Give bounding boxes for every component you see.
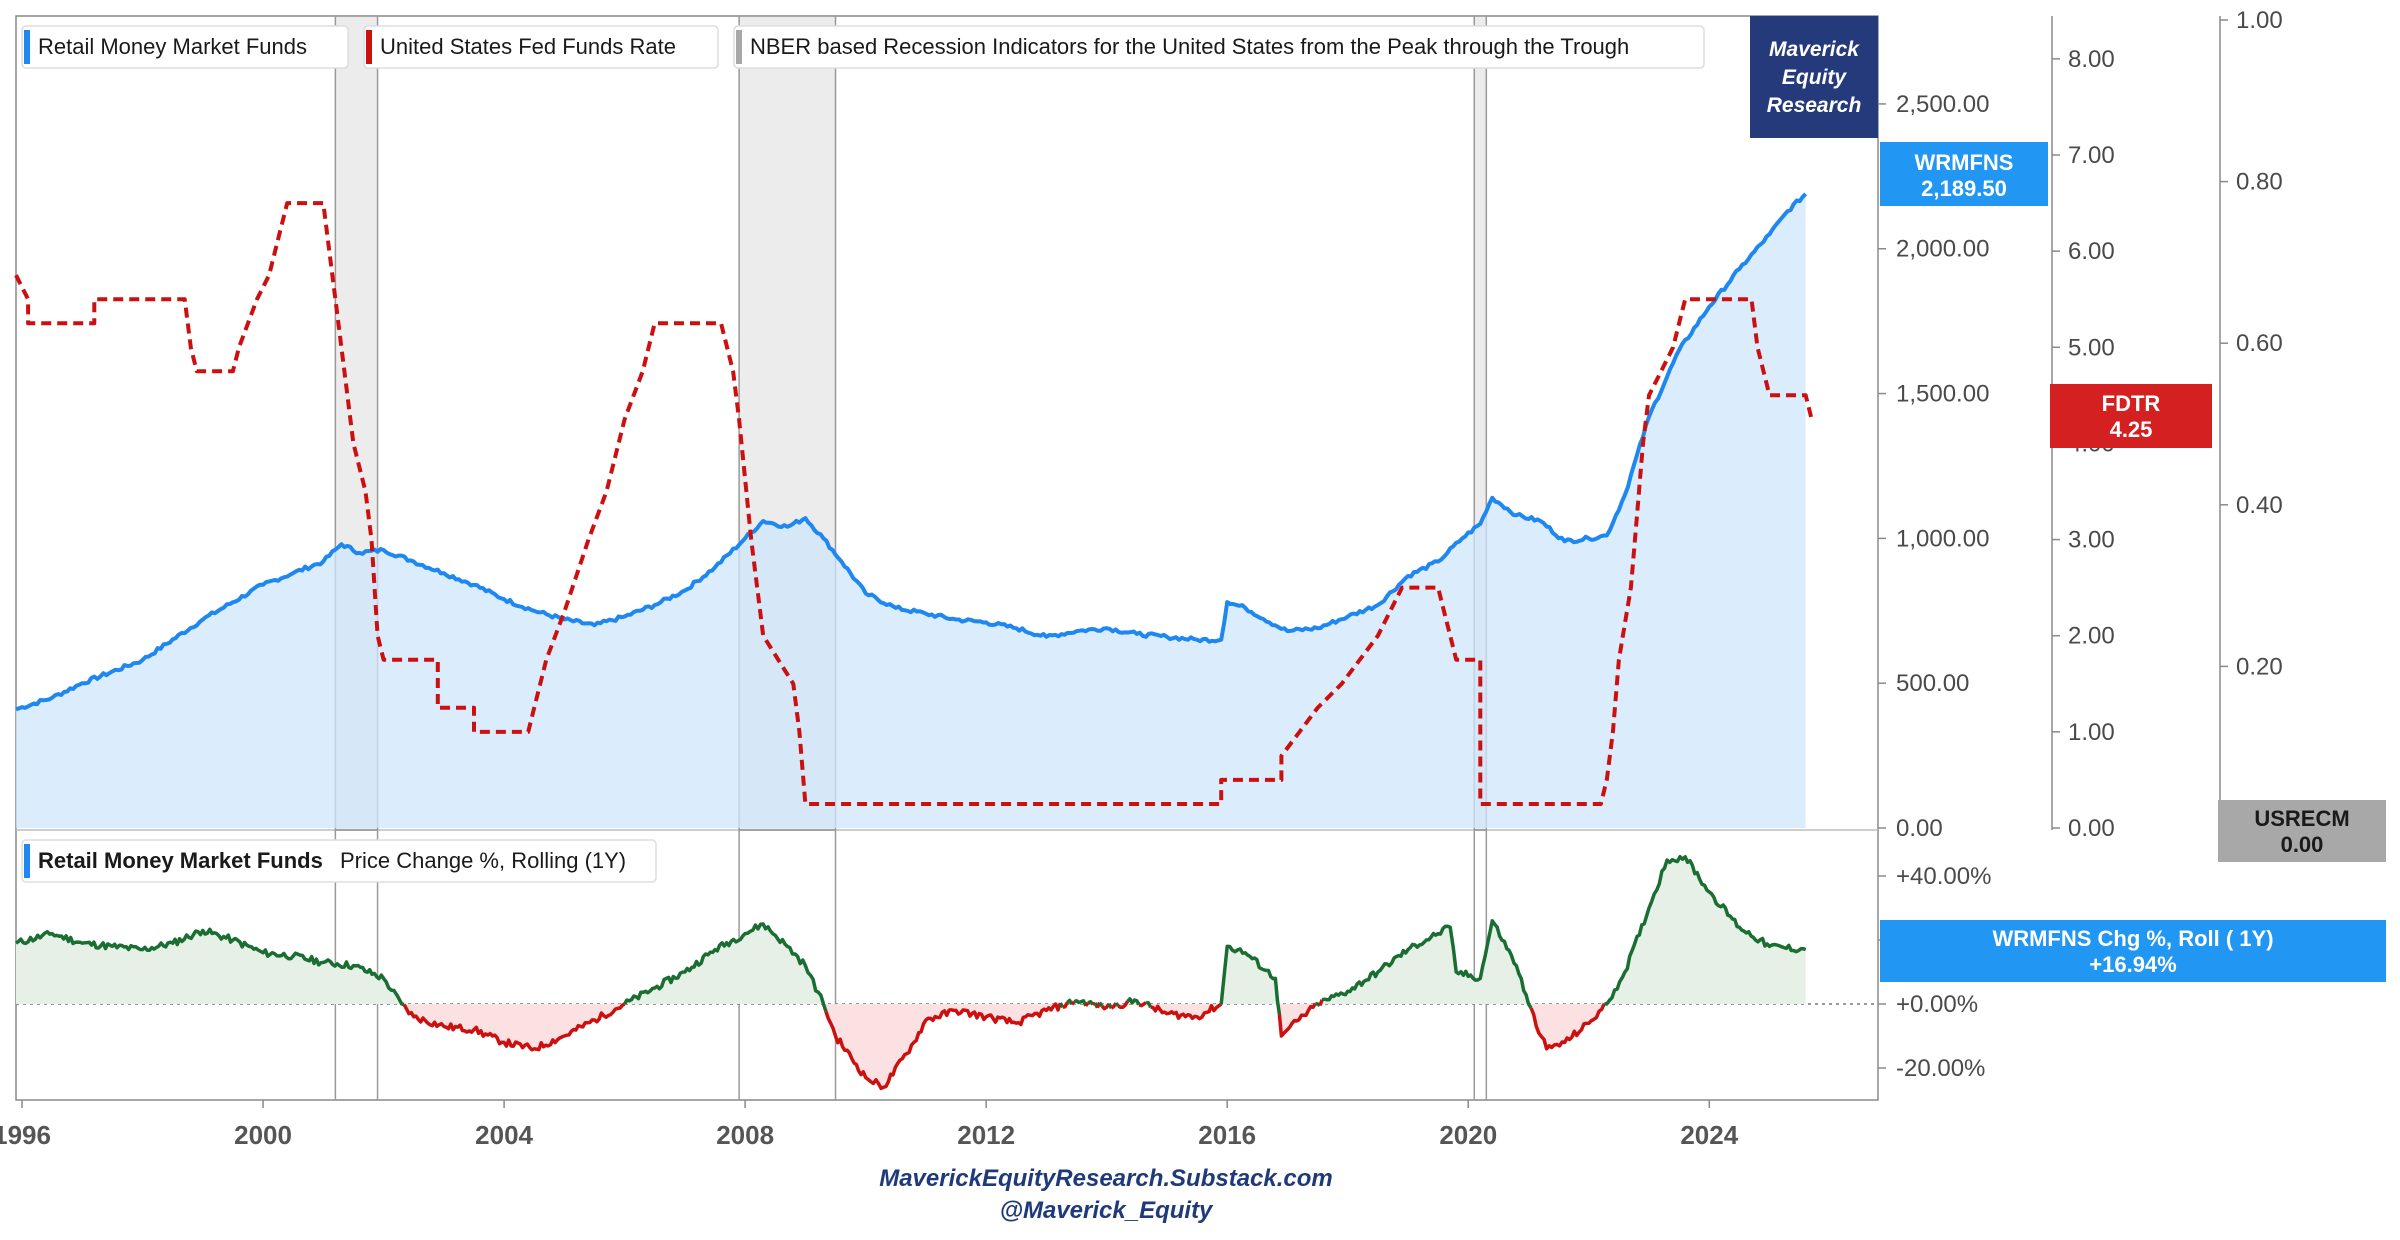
fed-tick-label: 3.00 (2068, 527, 2115, 554)
chg-tick-label: +0.00% (1896, 991, 1978, 1018)
retail-mmf-area (16, 193, 1806, 828)
mmf-tick-label: 1,000.00 (1896, 525, 1989, 552)
year-tick-label: 2024 (1680, 1120, 1738, 1150)
badge-fdtr: FDTR 4.25 (2050, 384, 2212, 448)
mmf-axis: 0.00 500.00 1,000.00 1,500.00 2,000.00 2,500.… (1878, 91, 1989, 842)
plot-frame (15, 15, 1879, 1101)
chg-line-segment-15 (1100, 1002, 1111, 1011)
brand-box: Maverick Equity Research (1750, 16, 1878, 138)
chg-line-segment-9 (1084, 1001, 1090, 1007)
chg-line-segment-2 (623, 922, 828, 1012)
brand-line2: Equity (1782, 66, 1847, 89)
legend-recession-label: NBER based Recession Indicators for the … (750, 34, 1629, 59)
chg-line-segment-7 (1070, 1000, 1076, 1006)
brand-line3: Research (1767, 94, 1862, 117)
legend-mmf: Retail Money Market Funds (21, 25, 349, 69)
legend-mmf-swatch (24, 30, 30, 64)
retail-mmf-line (15, 192, 1808, 712)
recession-axis: 0.20 0.40 0.60 0.80 1.00 (2220, 7, 2283, 680)
year-tick-label: 2000 (234, 1120, 292, 1150)
legend-mmf-label: Retail Money Market Funds (38, 34, 307, 59)
chg-line-segment-0 (14, 927, 405, 1007)
recession-tick-label: 0.60 (2236, 330, 2283, 357)
chg-tick-label: +40.00% (1896, 863, 1991, 890)
chg-line-segment-30 (1604, 854, 1807, 1006)
mmf-tick-label: 500.00 (1896, 670, 1969, 697)
fed-tick-label: 6.00 (2068, 238, 2115, 265)
chg-line-segment-23 (1150, 1002, 1223, 1021)
legend-fed-label: United States Fed Funds Rate (380, 34, 676, 59)
mmf-tick-label: 0.00 (1896, 815, 1943, 842)
chg-line-segment-3 (824, 1002, 1062, 1091)
year-tick-label: 2008 (716, 1120, 774, 1150)
chg-line-segment-5 (1062, 1001, 1069, 1009)
chg-line-segment-25 (1277, 1002, 1317, 1038)
fed-funds-line (14, 201, 1814, 806)
year-tick-label: 2004 (475, 1120, 533, 1150)
chg-line-segment-1 (402, 1002, 626, 1052)
chg-line-segment-28 (1321, 919, 1533, 1010)
chg-positive-area (16, 856, 1806, 1004)
fed-tick-label: 0.00 (2068, 815, 2115, 842)
recession-tick-label: 0.80 (2236, 169, 2283, 196)
legend-recession: NBER based Recession Indicators for the … (733, 25, 1705, 69)
chg-line-segment-19 (1117, 1000, 1129, 1010)
fed-tick-label: 7.00 (2068, 142, 2115, 169)
footer-handle: @Maverick_Equity (1000, 1197, 1214, 1224)
fed-tick-label: 1.00 (2068, 719, 2115, 746)
recession-tick-label: 0.40 (2236, 492, 2283, 519)
badge-fdtr-code: FDTR (2102, 391, 2161, 416)
chg-line-segment-14 (1098, 1001, 1104, 1008)
badge-chg-value: +16.94% (2089, 952, 2176, 977)
recession-tick-label: 1.00 (2236, 7, 2283, 34)
chg-line-segment-21 (1138, 1001, 1148, 1008)
fed-tick-label: 2.00 (2068, 623, 2115, 650)
badge-wrmfns-code: WRMFNS (1915, 150, 2014, 175)
legend-chg-series: Retail Money Market Funds (38, 848, 323, 873)
legend-chg-swatch (24, 844, 30, 878)
chg-lines (14, 854, 1807, 1091)
legend-fed-swatch (366, 30, 372, 64)
chg-tick-label: -20.00% (1896, 1055, 1985, 1082)
chg-line-segment-24 (1219, 944, 1282, 1015)
chg-line-segment-20 (1126, 997, 1141, 1006)
badge-wrmfns-value: 2,189.50 (1921, 176, 2007, 201)
fed-tick-label: 5.00 (2068, 334, 2115, 361)
chg-line-segment-22 (1145, 1000, 1153, 1009)
chg-line-segment-27 (1318, 999, 1324, 1007)
year-tick-label: 1996 (0, 1120, 51, 1150)
chg-line-segment-4 (1058, 1002, 1065, 1009)
chg-line-segment-10 (1087, 999, 1095, 1006)
year-tick-label: 2012 (957, 1120, 1015, 1150)
badge-fdtr-value: 4.25 (2110, 417, 2153, 442)
badge-usrecm: USRECM 0.00 (2218, 800, 2386, 862)
chg-line-segment-29 (1529, 1002, 1606, 1051)
fed-tick-label: 8.00 (2068, 46, 2115, 73)
year-tick-label: 2020 (1439, 1120, 1497, 1150)
footer-site: MaverickEquityResearch.Substack.com (879, 1165, 1333, 1192)
mmf-tick-label: 1,500.00 (1896, 381, 1989, 408)
badge-chg-code: WRMFNS Chg %, Roll ( 1Y) (1992, 926, 2273, 951)
mmf-tick-label: 2,500.00 (1896, 91, 1989, 118)
legend-chg: Retail Money Market Funds Price Change %… (21, 839, 657, 883)
chg-line-segment-8 (1073, 999, 1088, 1007)
badge-usrecm-code: USRECM (2254, 806, 2349, 831)
badge-usrecm-value: 0.00 (2281, 832, 2324, 857)
chg-line-segment-18 (1114, 1002, 1120, 1008)
brand-line1: Maverick (1769, 38, 1860, 61)
mmf-tick-label: 2,000.00 (1896, 236, 1989, 263)
recession-tick-label: 0.20 (2236, 653, 2283, 680)
year-axis: 1996 2000 2004 2008 2012 2016 2020 2024 (0, 1100, 1739, 1150)
badge-chg: WRMFNS Chg %, Roll ( 1Y) +16.94% (1880, 920, 2386, 982)
legend-fed: United States Fed Funds Rate (363, 25, 719, 69)
legend-chg-study: Price Change %, Rolling (1Y) (340, 848, 626, 873)
badge-wrmfns: WRMFNS 2,189.50 (1880, 142, 2048, 206)
legend-recession-swatch (736, 30, 742, 64)
year-tick-label: 2016 (1198, 1120, 1256, 1150)
